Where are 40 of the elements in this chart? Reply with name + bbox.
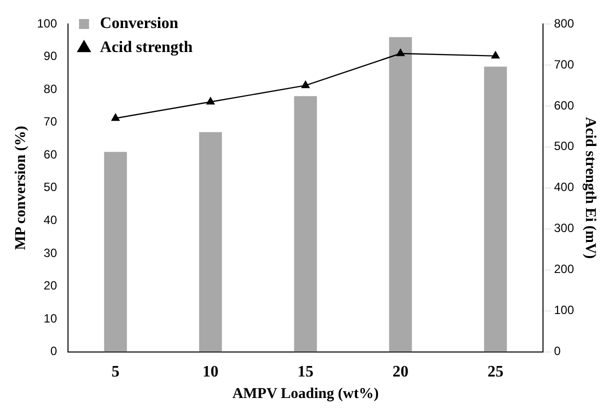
y2-tick-label: 0 xyxy=(554,344,561,358)
x-tick-label: 20 xyxy=(392,364,408,381)
y2-tick-label: 700 xyxy=(554,57,574,72)
x-tick-label: 25 xyxy=(487,364,504,381)
y-tick-label: 70 xyxy=(44,114,58,129)
y-tick-label: 20 xyxy=(44,278,58,293)
point xyxy=(301,80,310,88)
y-tick-label: 30 xyxy=(44,246,58,260)
bar xyxy=(294,96,317,352)
y-tick-label: 100 xyxy=(36,16,58,30)
y-tick-label: 10 xyxy=(44,311,58,326)
y2-tick-label: 800 xyxy=(554,16,574,30)
y-tick-label: 80 xyxy=(44,82,58,96)
bar xyxy=(199,132,222,352)
point xyxy=(206,97,215,104)
y-axis-title: MP conversion (%) xyxy=(12,126,29,250)
bar xyxy=(484,66,507,352)
legend-label: Conversion xyxy=(100,15,178,32)
point xyxy=(396,48,405,56)
y-tick-label: 0 xyxy=(50,344,58,358)
y2-axis-title: Acid strength Ei (mV) xyxy=(582,117,598,259)
x-tick-label: 10 xyxy=(202,364,219,381)
y2-tick-label: 500 xyxy=(554,139,574,154)
x-axis-title: AMPV Loading (wt%) xyxy=(232,386,379,402)
y-tick-label: 60 xyxy=(44,147,58,162)
bar xyxy=(104,152,127,352)
x-tick-label: 15 xyxy=(298,364,314,381)
y2-tick-label: 400 xyxy=(554,180,574,194)
y2-tick-label: 600 xyxy=(554,98,574,112)
point xyxy=(111,114,120,121)
legend-label: Acid strength xyxy=(100,39,193,56)
x-tick-label: 5 xyxy=(112,364,120,381)
bar xyxy=(389,37,412,352)
y2-tick-label: 300 xyxy=(554,221,574,236)
y2-tick-label: 200 xyxy=(554,262,574,276)
y-tick-label: 50 xyxy=(44,180,58,194)
point xyxy=(491,51,500,59)
y2-tick-label: 100 xyxy=(554,303,574,318)
y-tick-label: 90 xyxy=(44,49,58,64)
y-tick-label: 40 xyxy=(44,212,58,227)
